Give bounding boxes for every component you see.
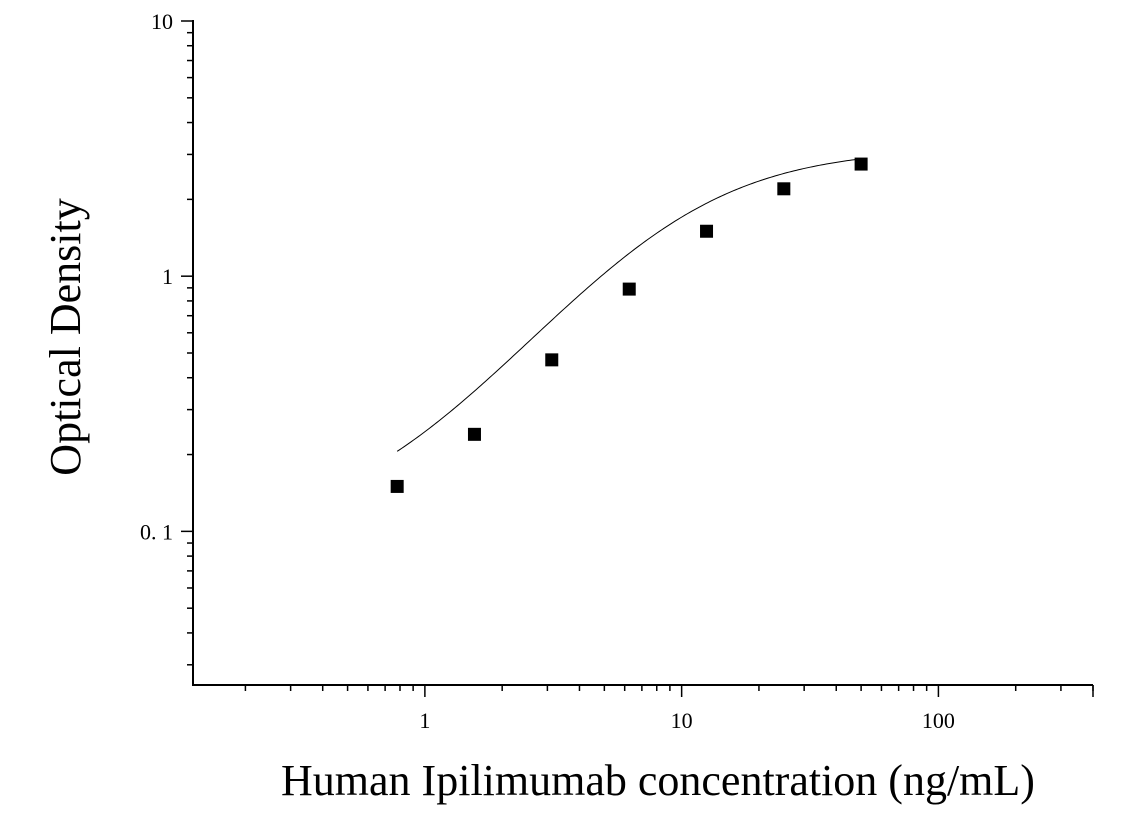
y-ticks: 0. 1 1 10: [140, 9, 193, 666]
data-point-marker: [700, 224, 714, 238]
data-point-marker: [467, 427, 481, 441]
data-point-marker: [390, 479, 404, 493]
y-tick-label: 10: [151, 9, 173, 34]
x-tick-label: 1: [419, 708, 430, 733]
data-point-marker: [854, 157, 868, 171]
fit-curve: [396, 158, 862, 452]
axes: 1 10 100 0. 1 1 10: [140, 9, 1094, 733]
x-tick-label: 100: [922, 708, 955, 733]
x-tick-label: 10: [671, 708, 693, 733]
x-ticks: 1 10 100: [244, 685, 1094, 733]
data-point-marker: [777, 182, 791, 196]
data-point-marker: [545, 353, 559, 367]
data-point-marker: [622, 282, 636, 296]
y-tick-label: 0. 1: [140, 519, 173, 544]
y-axis-title: Optical Density: [41, 198, 90, 475]
x-axis-title: Human Ipilimumab concentration (ng/mL): [281, 756, 1035, 805]
y-tick-label: 1: [162, 264, 173, 289]
data-markers: [390, 157, 868, 493]
